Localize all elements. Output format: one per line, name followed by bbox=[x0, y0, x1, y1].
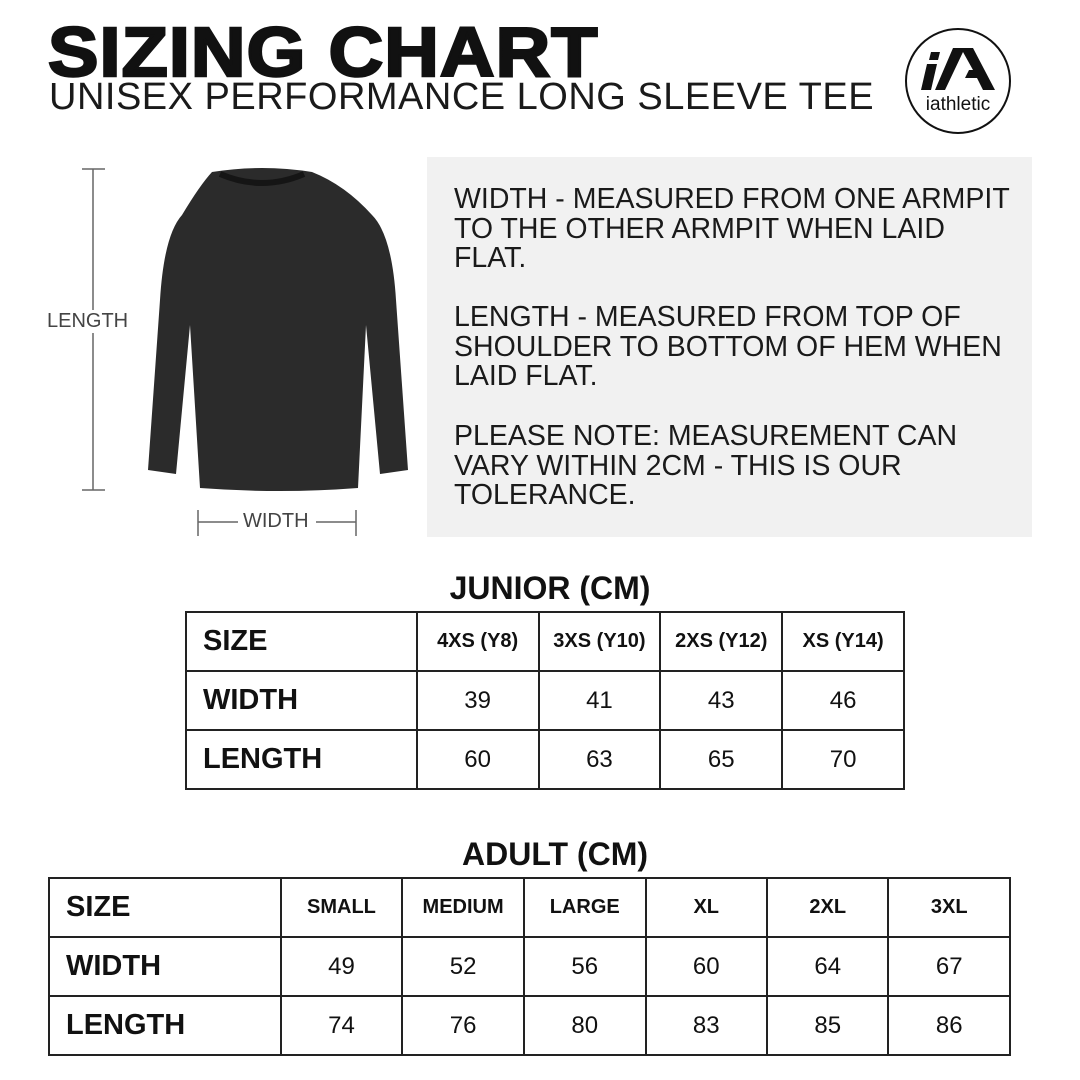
header-cell: SIZE bbox=[185, 611, 418, 672]
header-cell: 2XL bbox=[765, 877, 890, 938]
junior-title: JUNIOR (CM) bbox=[449, 570, 651, 606]
header-cell: XS (Y14) bbox=[781, 611, 905, 672]
table-cell: 85 bbox=[765, 995, 890, 1056]
measurement-notes: WIDTH - MEASURED FROM ONE ARMPIT TO THE … bbox=[427, 157, 1032, 537]
header-cell: SIZE bbox=[48, 877, 282, 938]
table-header-row: SIZE SMALL MEDIUM LARGE XL 2XL 3XL bbox=[48, 877, 1011, 938]
width-note: WIDTH - MEASURED FROM ONE ARMPIT TO THE … bbox=[454, 183, 1010, 274]
brand-logo: iathletic bbox=[905, 28, 1011, 134]
header-cell: SMALL bbox=[279, 877, 404, 938]
header-cell: 3XS (Y10) bbox=[537, 611, 662, 672]
header-cell: 3XL bbox=[887, 877, 1011, 938]
table-cell: 60 bbox=[415, 729, 540, 790]
header-cell: 2XS (Y12) bbox=[659, 611, 784, 672]
length-label: LENGTH bbox=[47, 310, 129, 333]
table-cell: 80 bbox=[522, 995, 647, 1056]
table-row: WIDTH 39 41 43 46 bbox=[185, 670, 905, 731]
table-cell: 86 bbox=[887, 995, 1011, 1056]
table-cell: 39 bbox=[415, 670, 540, 731]
logo-wordmark: iathletic bbox=[925, 94, 991, 115]
table-cell: 49 bbox=[279, 936, 404, 997]
logo-mark-icon bbox=[921, 48, 995, 90]
header-cell: LARGE bbox=[522, 877, 647, 938]
table-cell: 67 bbox=[887, 936, 1011, 997]
table-cell: 70 bbox=[781, 729, 905, 790]
table-cell: 65 bbox=[659, 729, 784, 790]
header-cell: 4XS (Y8) bbox=[415, 611, 540, 672]
row-header: LENGTH bbox=[185, 729, 418, 790]
table-cell: 83 bbox=[644, 995, 768, 1056]
table-cell: 41 bbox=[537, 670, 662, 731]
shirt-image bbox=[148, 168, 408, 491]
page-title: SIZING CHART bbox=[47, 13, 599, 92]
width-label: WIDTH bbox=[241, 510, 311, 533]
table-cell: 52 bbox=[401, 936, 525, 997]
table-cell: 64 bbox=[765, 936, 890, 997]
row-header: LENGTH bbox=[48, 995, 282, 1056]
shirt-diagram bbox=[82, 168, 408, 536]
length-note: LENGTH - MEASURED FROM TOP OF SHOULDER T… bbox=[454, 301, 1002, 392]
row-header: WIDTH bbox=[185, 670, 418, 731]
table-cell: 46 bbox=[781, 670, 905, 731]
table-cell: 56 bbox=[522, 936, 647, 997]
table-row: WIDTH 49 52 56 60 64 67 bbox=[48, 936, 1011, 997]
table-cell: 43 bbox=[659, 670, 784, 731]
table-row: LENGTH 74 76 80 83 85 86 bbox=[48, 995, 1011, 1056]
page-subtitle: UNISEX PERFORMANCE LONG SLEEVE TEE bbox=[49, 76, 875, 118]
adult-title: ADULT (CM) bbox=[461, 836, 648, 872]
table-cell: 76 bbox=[401, 995, 525, 1056]
junior-table: SIZE 4XS (Y8) 3XS (Y10) 2XS (Y12) XS (Y1… bbox=[185, 611, 905, 790]
table-cell: 60 bbox=[644, 936, 768, 997]
header-cell: MEDIUM bbox=[401, 877, 525, 938]
table-row: LENGTH 60 63 65 70 bbox=[185, 729, 905, 790]
header-cell: XL bbox=[644, 877, 768, 938]
tolerance-note: PLEASE NOTE: MEASUREMENT CAN VARY WITHIN… bbox=[454, 420, 958, 511]
table-cell: 63 bbox=[537, 729, 662, 790]
table-cell: 74 bbox=[279, 995, 404, 1056]
row-header: WIDTH bbox=[48, 936, 282, 997]
adult-table: SIZE SMALL MEDIUM LARGE XL 2XL 3XL WIDTH… bbox=[48, 877, 1011, 1056]
table-header-row: SIZE 4XS (Y8) 3XS (Y10) 2XS (Y12) XS (Y1… bbox=[185, 611, 905, 672]
